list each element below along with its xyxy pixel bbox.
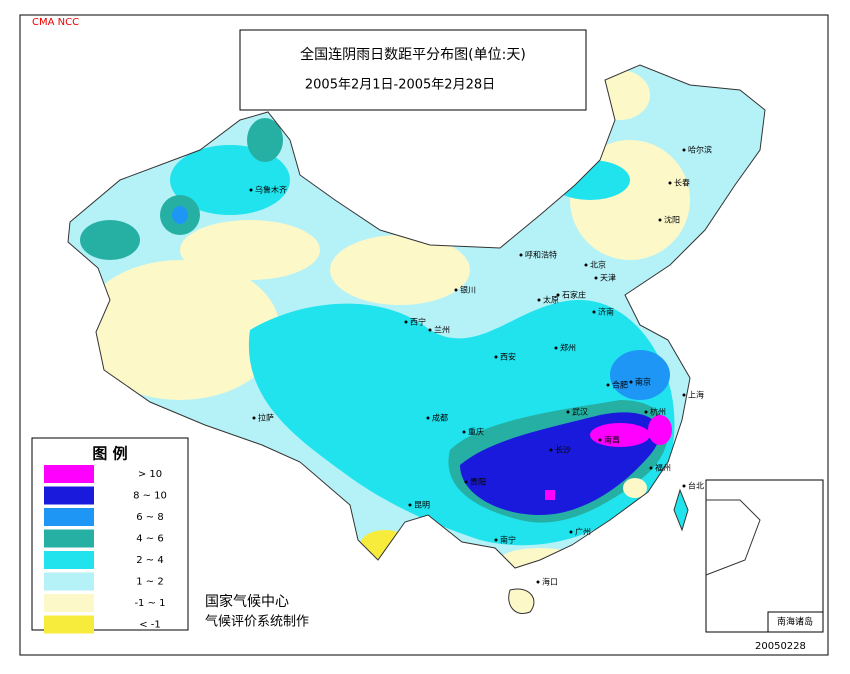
inset-label-box	[767, 611, 824, 633]
legend-label: 4 ~ 6	[136, 534, 163, 545]
city-label: 郑州	[560, 343, 576, 353]
city-label: 呼和浩特	[525, 250, 557, 260]
taiwan	[673, 488, 689, 532]
footer-date: 20050228	[755, 641, 806, 652]
city-dot	[494, 538, 498, 542]
city-dot	[682, 148, 686, 152]
city-dot	[408, 503, 412, 507]
city-dot	[404, 320, 408, 324]
city-label: 哈尔滨	[688, 145, 712, 155]
legend-label: 8 ~ 10	[133, 491, 167, 502]
city-label: 太原	[543, 295, 559, 305]
inset-box	[705, 479, 824, 633]
city-dot	[537, 298, 541, 302]
city-dot	[598, 438, 602, 442]
city-dot	[494, 355, 498, 359]
city-label: 重庆	[468, 427, 484, 437]
legend-swatch	[44, 594, 94, 612]
title-box	[239, 29, 587, 111]
city-label: 长春	[674, 178, 690, 188]
city-label: 北京	[590, 260, 606, 270]
city-label: 乌鲁木齐	[255, 185, 287, 195]
city-label: 合肥	[612, 380, 628, 390]
legend-label: < -1	[139, 620, 161, 631]
legend-swatch	[44, 529, 94, 548]
city-dot	[249, 188, 253, 192]
city-dot	[606, 383, 610, 387]
city-dot	[252, 416, 256, 420]
city-label: 武汉	[572, 407, 588, 417]
city-dot	[649, 466, 653, 470]
agency-label: CMA NCC	[32, 17, 79, 28]
city-dot	[464, 480, 468, 484]
inset-coast	[705, 499, 761, 576]
inset-label: 南海诸岛	[777, 616, 813, 628]
legend-items: > 10 8 ~ 10 6 ~ 8 4 ~ 6 2 ~ 4 1 ~ 2 -1 ~ 1 < -1	[44, 465, 167, 634]
city-dot	[644, 410, 648, 414]
city-label: 沈阳	[664, 215, 680, 225]
city-label: 昆明	[414, 501, 430, 510]
city-label: 长沙	[555, 445, 571, 455]
legend-swatch	[44, 486, 94, 505]
legend-title: 图 例	[92, 445, 127, 463]
city-label: 台北	[688, 481, 704, 491]
city-label: 海口	[542, 577, 558, 587]
city-label: 银川	[460, 285, 476, 295]
city-dot	[569, 530, 573, 534]
city-dot	[584, 263, 588, 267]
city-dot	[594, 276, 598, 280]
city-label: 成都	[432, 413, 448, 423]
map-subtitle: 2005年2月1日-2005年2月28日	[305, 78, 495, 93]
city-label: 兰州	[434, 325, 450, 335]
city-dot	[462, 430, 466, 434]
legend-label: 2 ~ 4	[136, 555, 163, 566]
city-label: 西安	[500, 352, 516, 362]
city-dot	[682, 393, 686, 397]
city-label: 贵阳	[470, 477, 486, 487]
city-label: 济南	[598, 307, 614, 317]
city-dot	[629, 380, 633, 384]
city-dot	[554, 346, 558, 350]
city-labels: 乌鲁木齐拉萨西宁兰州银川呼和浩特北京天津石家庄太原济南郑州西安成都重庆贵阳昆明南…	[249, 145, 712, 587]
city-dot	[658, 218, 662, 222]
city-dot	[454, 288, 458, 292]
city-dot	[556, 293, 560, 297]
city-dot	[536, 580, 540, 584]
footer-org: 国家气候中心	[205, 593, 289, 610]
city-dot	[682, 484, 686, 488]
city-label: 南昌	[604, 435, 620, 445]
legend-swatch	[44, 615, 94, 634]
legend-label: -1 ~ 1	[134, 598, 165, 609]
legend-swatch	[44, 465, 94, 483]
footer-maker: 气候评价系统制作	[205, 614, 309, 630]
city-dot	[549, 448, 553, 452]
city-label: 广州	[575, 527, 591, 537]
hainan	[508, 588, 535, 614]
legend-swatch	[44, 508, 94, 526]
city-label: 上海	[688, 390, 704, 400]
city-label: 拉萨	[258, 413, 274, 423]
city-dot	[426, 416, 430, 420]
city-label: 福州	[655, 464, 671, 473]
legend-label: 6 ~ 8	[136, 512, 163, 523]
city-label: 石家庄	[562, 290, 586, 300]
city-label: 南京	[635, 377, 651, 387]
city-label: 天津	[600, 273, 616, 283]
legend-swatch	[44, 572, 94, 591]
city-dot	[566, 410, 570, 414]
legend-label: 1 ~ 2	[136, 577, 163, 588]
city-dot	[668, 181, 672, 185]
map-title: 全国连阴雨日数距平分布图(单位:天)	[300, 46, 526, 63]
city-label: 南宁	[500, 535, 516, 545]
city-dot	[519, 253, 523, 257]
city-dot	[428, 328, 432, 332]
legend-swatch	[44, 551, 94, 569]
city-dot	[592, 310, 596, 314]
city-label: 西宁	[410, 317, 426, 327]
city-label: 杭州	[650, 407, 666, 417]
legend-label: > 10	[138, 469, 162, 480]
